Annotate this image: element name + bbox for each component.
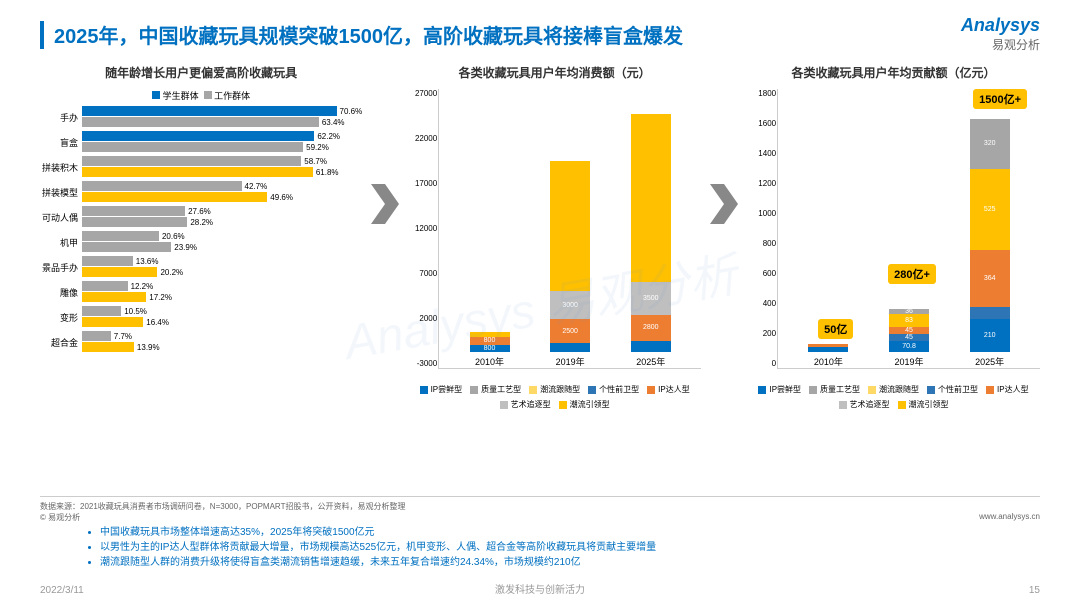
chart1: 随年龄增长用户更偏爱高阶收藏玩具 学生群体 工作群体 手办 70.6% 63.4… [40,64,362,426]
title-bar: 2025年，中国收藏玩具规模突破1500亿，高阶收藏玩具将接棒盲盒爆发 [40,20,1040,49]
url: www.analysys.cn [979,512,1040,521]
page-number: 15 [1029,585,1040,596]
copyright: © 易观分析 [40,512,80,523]
footer: 数据来源：2021收藏玩具消费者市场调研问卷，N=3000，POPMART招股书… [40,496,1040,568]
hbar-label: 机甲 [40,236,82,249]
hbar-label: 手办 [40,111,82,124]
hbar-label: 盲盒 [40,136,82,149]
chart1-legend: 学生群体 工作群体 [40,89,362,102]
source-text: 数据来源：2021收藏玩具消费者市场调研问卷，N=3000，POPMART招股书… [40,496,1040,512]
logo-main: Analysys [961,15,1040,36]
hbar-label: 拼装模型 [40,186,82,199]
logo-sub: 易观分析 [961,36,1040,53]
title-accent [40,21,44,49]
chart2-title: 各类收藏玩具用户年均消费额（元） [408,64,701,81]
logo: Analysys 易观分析 [961,15,1040,53]
page-title: 2025年，中国收藏玩具规模突破1500亿，高阶收藏玩具将接棒盲盒爆发 [54,20,683,49]
date: 2022/3/11 [40,585,84,596]
hbar-label: 变形 [40,311,82,324]
hbar-label: 景品手办 [40,261,82,274]
chart2: 各类收藏玩具用户年均消费额（元） 27000220001700012000700… [408,64,701,410]
chart1-title: 随年龄增长用户更偏爱高阶收藏玩具 [40,64,362,81]
footer-center: 激发科技与创新活力 [495,581,585,596]
arrow-icon [370,184,400,224]
hbar-label: 雕像 [40,286,82,299]
hbar-label: 超合金 [40,336,82,349]
hbar-label: 可动人偶 [40,211,82,224]
chart3-title: 各类收藏玩具用户年均贡献额（亿元） [747,64,1040,81]
chart3: 各类收藏玩具用户年均贡献额（亿元） 1800160014001200100080… [747,64,1040,410]
bullets: 中国收藏玩具市场整体增速高达35%，2025年将突破1500亿元以男性为主的IP… [100,523,1040,568]
arrow-icon [709,184,739,224]
hbar-label: 拼装积木 [40,161,82,174]
